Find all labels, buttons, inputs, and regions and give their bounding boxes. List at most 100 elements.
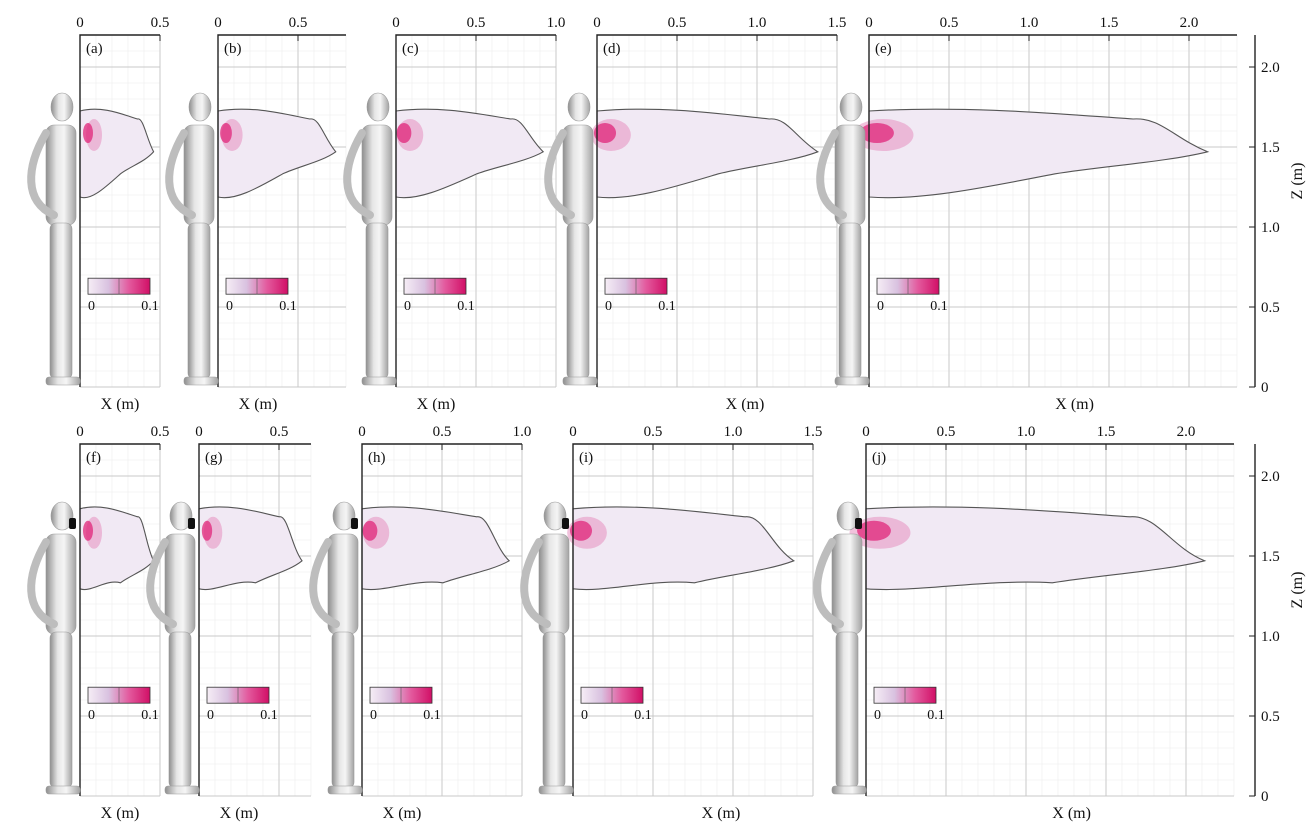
x-tick-label: 0: [214, 15, 222, 31]
x-tick-label: 1.0: [724, 424, 743, 440]
colorbar-max-label: 0.1: [930, 299, 948, 314]
human-figure: [309, 501, 363, 795]
arm: [27, 129, 58, 219]
panel-label: (e): [875, 41, 892, 57]
z-tick-label: 1.5: [1261, 140, 1280, 156]
human-figure: [813, 501, 867, 795]
colorbar-min-label: 0: [581, 708, 588, 723]
concentration-hot-zone: [362, 520, 378, 541]
x-tick-label: 0: [76, 424, 84, 440]
plume-contour: [596, 108, 820, 199]
concentration-hot-zone: [593, 123, 617, 143]
x-axis-label: X (m): [239, 396, 278, 413]
x-tick-label: 0.5: [937, 424, 956, 440]
human-figure: [520, 501, 574, 795]
colorbar: 0 0.1: [580, 686, 652, 723]
colorbar: 0 0.1: [604, 277, 676, 314]
colorbar: 0 0.1: [403, 277, 475, 314]
human-figure: [343, 92, 397, 386]
z-tick-label: 1.5: [1261, 549, 1280, 565]
panel-label: (f): [86, 450, 101, 466]
x-tick-label: 0.5: [151, 424, 170, 440]
x-tick-label: 0: [862, 424, 870, 440]
colorbar-min-label: 0: [605, 299, 612, 314]
feet: [164, 785, 200, 795]
x-tick-label: 1.5: [828, 15, 847, 31]
arm: [27, 538, 58, 628]
human-figure: [816, 92, 870, 386]
x-tick-label: 0.5: [668, 15, 687, 31]
colorbar: 0 0.1: [225, 277, 297, 314]
arm: [146, 538, 177, 628]
x-tick-label: 0.5: [433, 424, 452, 440]
feet: [538, 785, 574, 795]
arm: [165, 129, 196, 219]
colorbar-max-label: 0.1: [141, 708, 159, 723]
colorbar-max-label: 0.1: [658, 299, 676, 314]
legs: [365, 222, 389, 380]
colorbar-min-label: 0: [404, 299, 411, 314]
feet: [45, 785, 81, 795]
x-axis-label: X (m): [1052, 805, 1091, 822]
x-tick-label: 1.5: [1097, 424, 1116, 440]
concentration-hot-zone: [220, 123, 232, 143]
x-tick-label: 1.0: [513, 424, 532, 440]
head: [332, 501, 356, 531]
legs: [331, 631, 355, 789]
colorbar-max-label: 0.1: [457, 299, 475, 314]
x-tick-label: 0.5: [270, 424, 289, 440]
panel-label: (d): [603, 41, 621, 57]
plume-contour: [198, 506, 303, 591]
x-tick-label: 0.5: [940, 15, 959, 31]
concentration-hot-zone: [83, 123, 93, 143]
plume-contour: [217, 108, 337, 199]
z-tick-label: 0.5: [1261, 300, 1280, 316]
head: [50, 92, 74, 122]
colorbar: 0 0.1: [206, 686, 278, 723]
panel-g: 0 0.5 (g) X (m) 0 0.1: [146, 424, 312, 822]
concentration-hot-zone: [396, 123, 412, 143]
x-axis-label: X (m): [1055, 396, 1094, 413]
feet: [361, 376, 397, 386]
legs: [49, 222, 73, 380]
face-mask: [69, 518, 76, 529]
face-mask: [562, 518, 569, 529]
panel-label: (i): [579, 450, 593, 466]
panel-i: 0 0.5 1.0 1.5(i)X (m)0 0.1: [520, 424, 822, 822]
panel-label: (a): [86, 41, 103, 57]
x-tick-label: 1.5: [1100, 15, 1119, 31]
x-tick-label: 0.5: [289, 15, 308, 31]
concentration-hot-zone: [569, 520, 593, 541]
x-tick-label: 2.0: [1177, 424, 1196, 440]
head: [543, 501, 567, 531]
feet: [45, 376, 81, 386]
x-axis-label: X (m): [220, 805, 259, 822]
x-tick-label: 0: [195, 424, 203, 440]
concentration-hot-zone: [83, 520, 93, 541]
x-tick-label: 1.0: [1017, 424, 1036, 440]
x-axis-label: X (m): [417, 396, 456, 413]
z-tick-label: 2.0: [1261, 60, 1280, 76]
panel-d: 0 0.5 1.0 1.5(d)X (m)0 0.1: [544, 15, 847, 413]
z-tick-label: 0: [1261, 789, 1269, 805]
legs: [187, 222, 211, 380]
colorbar-min-label: 0: [88, 708, 95, 723]
feet: [562, 376, 598, 386]
head: [839, 92, 863, 122]
legs: [838, 222, 862, 380]
z-tick-label: 1.0: [1261, 629, 1280, 645]
colorbar-min-label: 0: [370, 708, 377, 723]
panel-b: 0 0.5(b)X (m)0 0.1: [165, 15, 347, 413]
colorbar-min-label: 0: [226, 299, 233, 314]
z-axis-top: 0 0.5 1.0 1.5 2.0 Z (m): [1249, 35, 1306, 396]
x-tick-label: 0: [76, 15, 84, 31]
head: [50, 501, 74, 531]
colorbar-max-label: 0.1: [423, 708, 441, 723]
x-axis-label: X (m): [702, 805, 741, 822]
x-tick-label: 1.0: [748, 15, 767, 31]
panel-label: (g): [205, 450, 223, 466]
x-axis-label: X (m): [101, 805, 140, 822]
x-tick-label: 0: [392, 15, 400, 31]
z-tick-label: 0.5: [1261, 709, 1280, 725]
legs: [542, 631, 566, 789]
